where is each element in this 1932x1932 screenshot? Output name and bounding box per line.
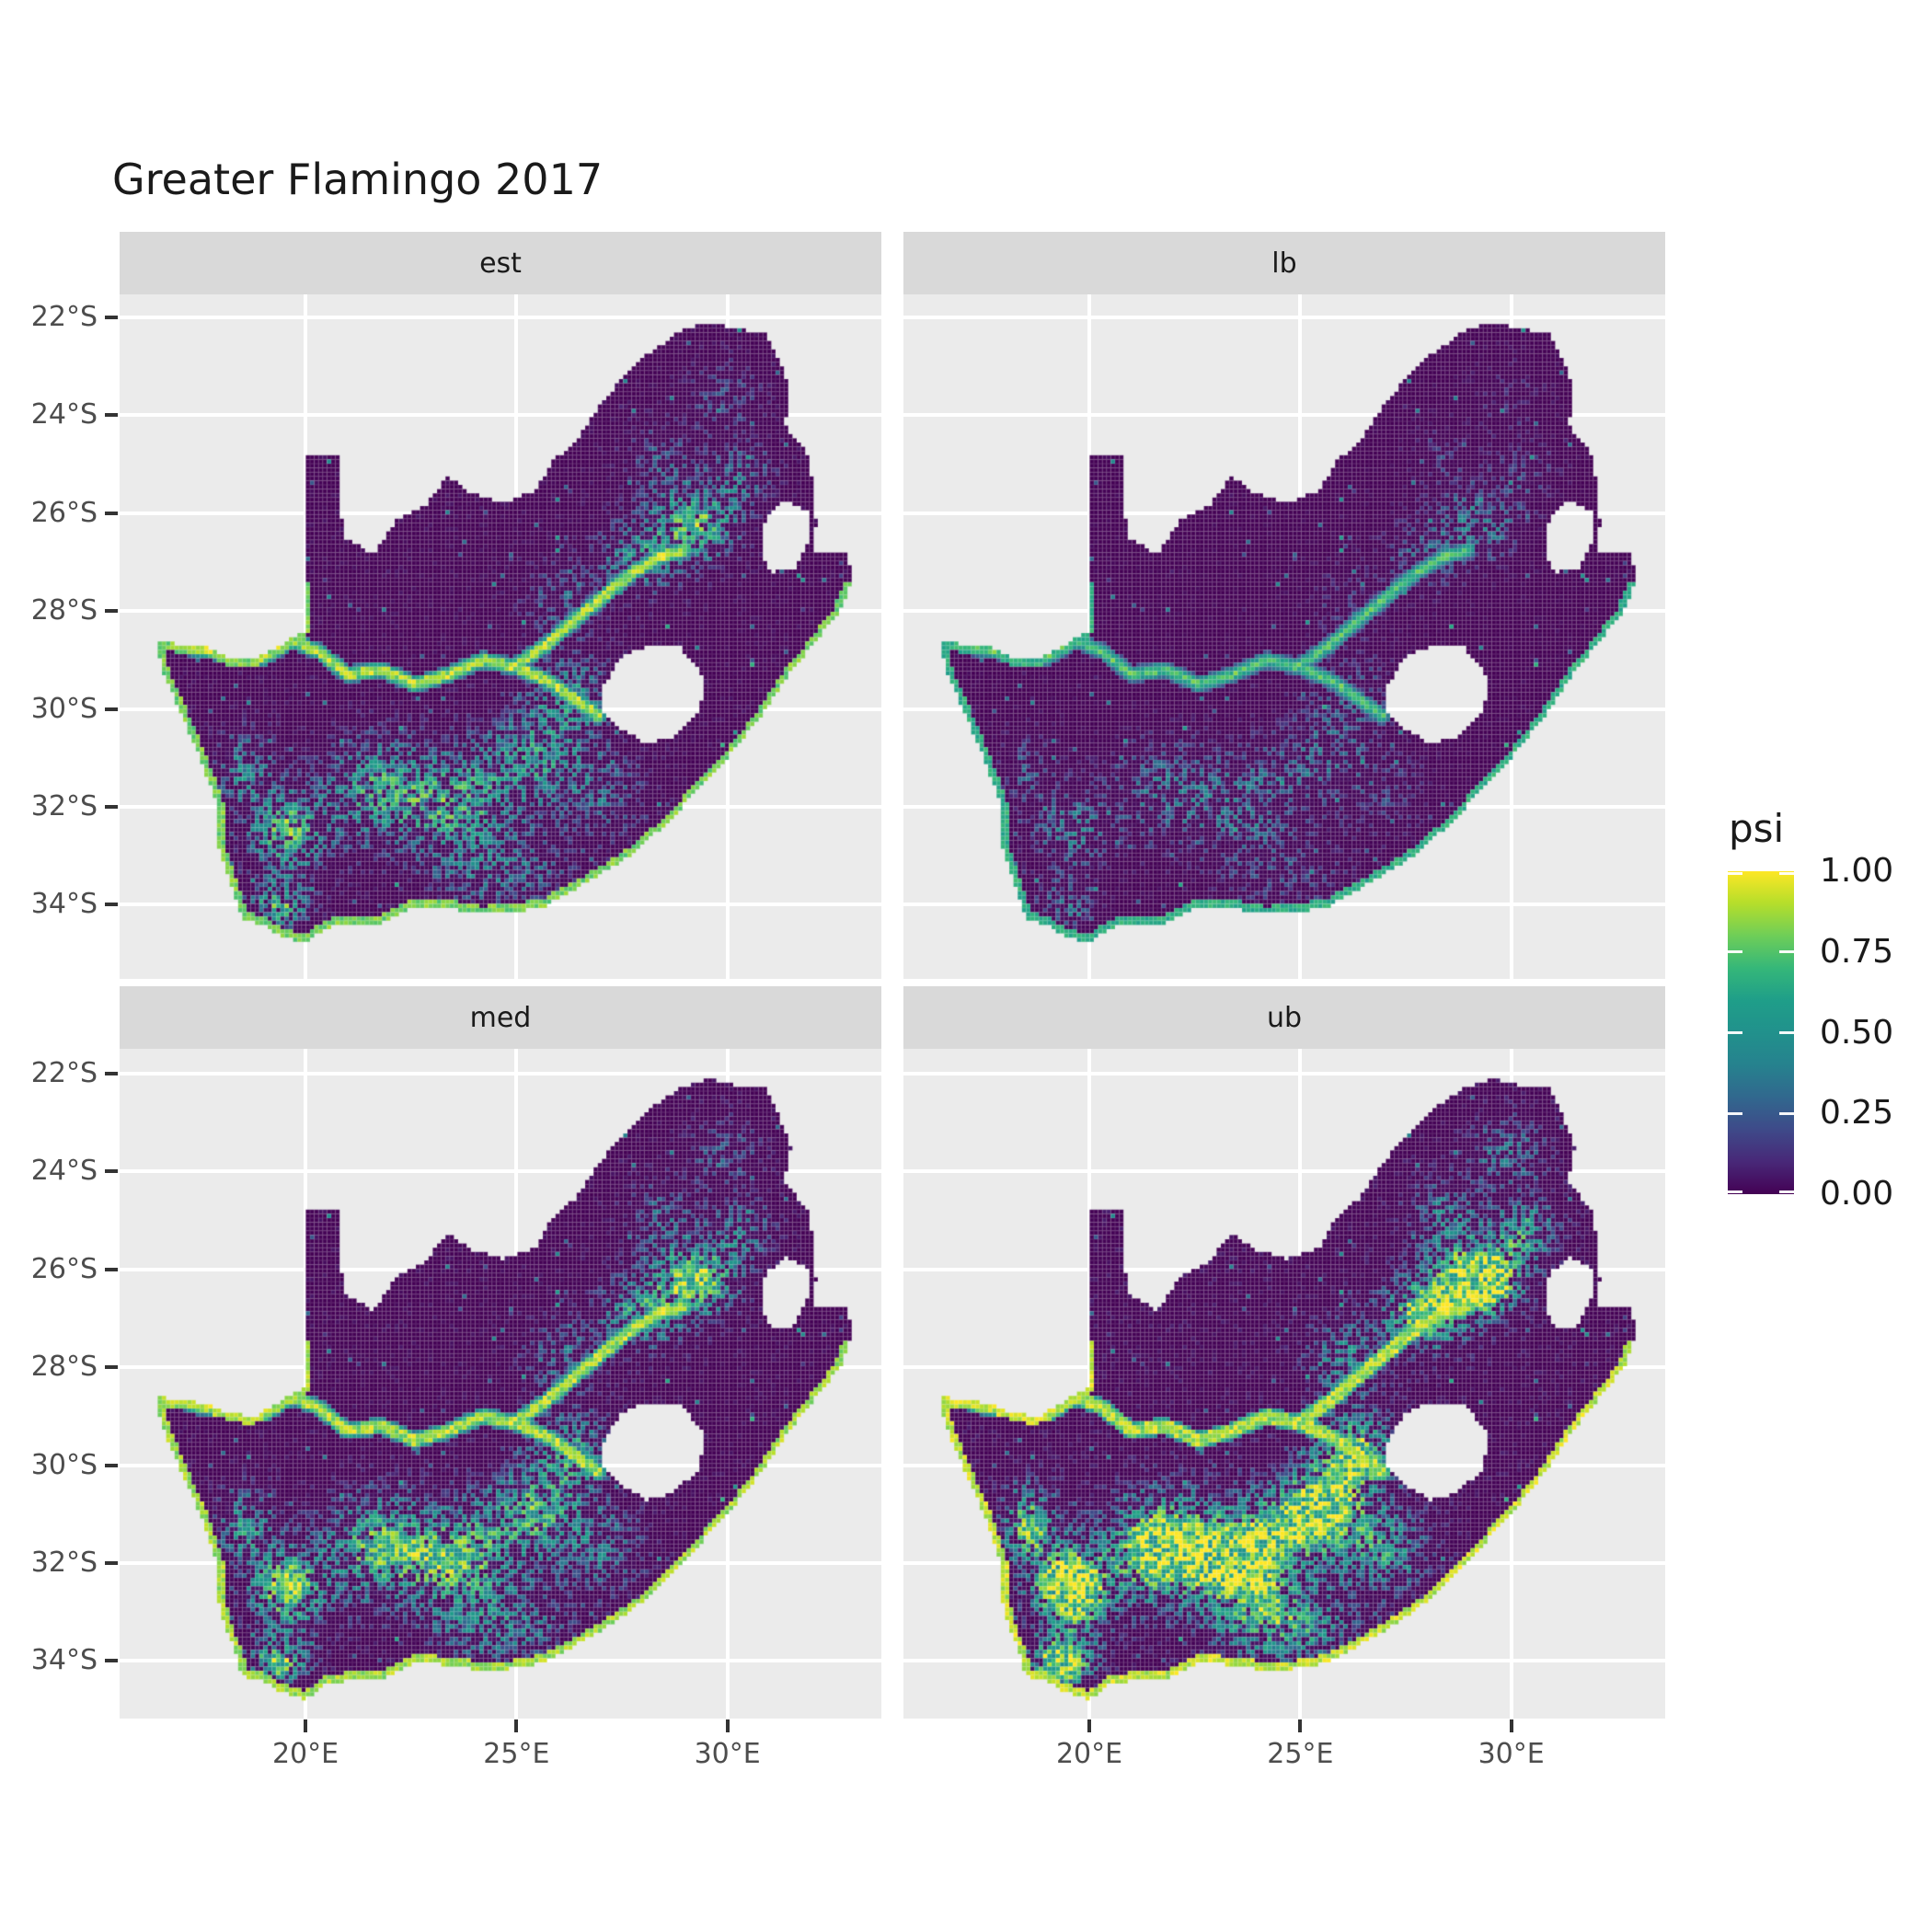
facet-strip-est: est [120, 232, 881, 294]
y-axis-tick-30s-row2 [105, 1463, 118, 1467]
facet-strip-lb: lb [903, 232, 1665, 294]
legend-label-0.00: 0.00 [1820, 1175, 1894, 1213]
y-axis-label-32s-row2: 32°S [30, 1547, 98, 1579]
y-axis-label-24s-row2: 24°S [30, 1155, 98, 1188]
raster-map-ub [903, 1049, 1665, 1719]
y-axis-label-30s-row2: 30°S [30, 1448, 98, 1481]
legend-tick-0.50-left [1728, 1031, 1742, 1034]
y-axis-tick-28s-row1 [105, 609, 118, 614]
x-axis-tick-30e-col1 [725, 1719, 730, 1732]
y-axis-tick-22s-row1 [105, 316, 118, 319]
x-axis-tick-25e-col1 [514, 1719, 519, 1732]
legend-label-1.00: 1.00 [1820, 852, 1894, 890]
y-axis-tick-24s-row2 [105, 1169, 118, 1174]
plot-title: Greater Flamingo 2017 [112, 155, 604, 204]
map-panel-est [120, 294, 881, 979]
x-axis-tick-20e-col1 [304, 1719, 308, 1732]
legend-tick-0.75-right [1779, 950, 1794, 954]
x-axis-label-30e-col2: 30°E [1478, 1738, 1545, 1770]
y-axis-tick-30s-row1 [105, 707, 118, 711]
map-panel-ub [903, 1049, 1665, 1719]
y-axis-label-24s-row1: 24°S [30, 398, 98, 431]
y-axis-label-28s-row2: 28°S [30, 1351, 98, 1384]
x-axis-tick-20e-col2 [1087, 1719, 1092, 1732]
map-panel-med [120, 1049, 881, 1719]
y-axis-label-26s-row1: 26°S [30, 496, 98, 529]
x-axis-label-20e-col1: 20°E [271, 1738, 339, 1770]
legend-tick-1.00-left [1728, 872, 1742, 875]
facet-strip-label-lb: lb [1271, 247, 1297, 280]
y-axis-label-32s-row1: 32°S [30, 790, 98, 822]
x-axis-tick-30e-col2 [1509, 1719, 1513, 1732]
facet-strip-med: med [120, 986, 881, 1049]
facet-strip-label-ub: ub [1266, 1001, 1303, 1034]
legend-tick-0.00-right [1779, 1190, 1794, 1193]
legend-label-0.75: 0.75 [1820, 932, 1894, 971]
y-axis-tick-32s-row2 [105, 1561, 118, 1565]
y-axis-tick-28s-row2 [105, 1365, 118, 1370]
x-axis-label-25e-col1: 25°E [483, 1738, 550, 1770]
legend-tick-0.00-left [1728, 1190, 1742, 1193]
legend-label-0.50: 0.50 [1820, 1013, 1894, 1052]
x-axis-label-25e-col2: 25°E [1267, 1738, 1334, 1770]
facet-strip-label-est: est [479, 247, 522, 280]
y-axis-tick-34s-row1 [105, 903, 118, 907]
raster-map-est [120, 294, 881, 979]
y-axis-label-34s-row1: 34°S [30, 888, 98, 921]
y-axis-label-26s-row2: 26°S [30, 1252, 98, 1285]
legend-tick-0.50-right [1779, 1031, 1794, 1034]
y-axis-label-30s-row1: 30°S [30, 692, 98, 725]
y-axis-tick-26s-row2 [105, 1267, 118, 1271]
y-axis-tick-22s-row2 [105, 1072, 118, 1075]
legend-tick-1.00-right [1779, 872, 1794, 875]
raster-map-med [120, 1049, 881, 1719]
y-axis-tick-26s-row1 [105, 511, 118, 515]
y-axis-tick-34s-row2 [105, 1659, 118, 1663]
y-axis-label-22s-row1: 22°S [30, 301, 98, 333]
y-axis-label-34s-row2: 34°S [30, 1644, 98, 1677]
facet-strip-label-med: med [469, 1001, 532, 1034]
legend-tick-0.25-left [1728, 1111, 1742, 1115]
legend-label-0.25: 0.25 [1820, 1094, 1894, 1133]
legend-tick-0.75-left [1728, 950, 1742, 954]
raster-map-lb [903, 294, 1665, 979]
facet-strip-ub: ub [903, 986, 1665, 1049]
map-panel-lb [903, 294, 1665, 979]
legend-title: psi [1729, 806, 1785, 851]
y-axis-label-22s-row2: 22°S [30, 1057, 98, 1089]
x-axis-label-20e-col2: 20°E [1055, 1738, 1123, 1770]
y-axis-label-28s-row1: 28°S [30, 594, 98, 627]
x-axis-label-30e-col1: 30°E [694, 1738, 761, 1770]
y-axis-tick-32s-row1 [105, 805, 118, 809]
x-axis-tick-25e-col2 [1298, 1719, 1303, 1732]
legend-tick-0.25-right [1779, 1111, 1794, 1115]
y-axis-tick-24s-row1 [105, 413, 118, 418]
